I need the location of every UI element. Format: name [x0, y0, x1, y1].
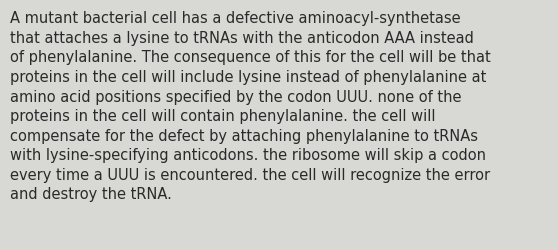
- Text: A mutant bacterial cell has a defective aminoacyl-synthetase
that attaches a lys: A mutant bacterial cell has a defective …: [10, 11, 491, 202]
